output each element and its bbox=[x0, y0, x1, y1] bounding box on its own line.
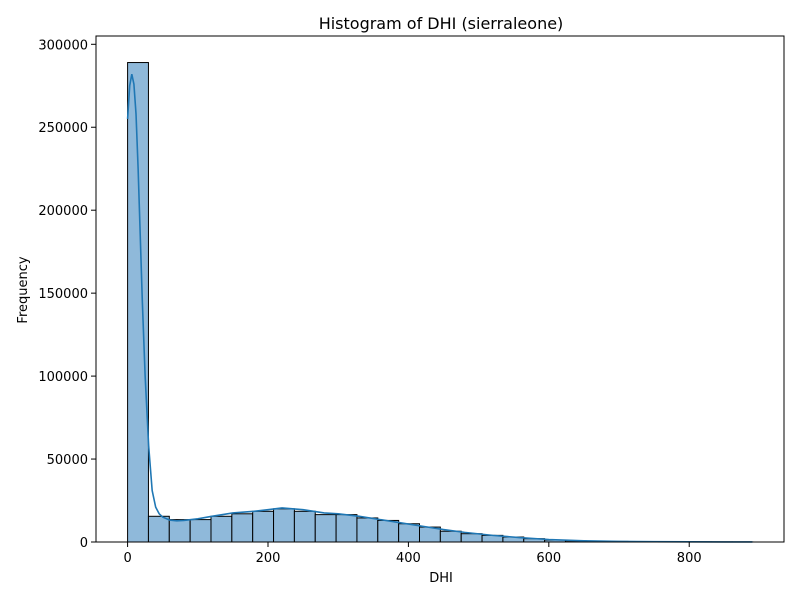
histogram-bar bbox=[439, 530, 462, 543]
y-tick-label: 150000 bbox=[38, 287, 88, 302]
x-tick-label: 600 bbox=[536, 551, 561, 566]
histogram-bar bbox=[335, 514, 358, 543]
x-tick-label: 200 bbox=[256, 551, 281, 566]
y-axis-ticks: 0 50000 100000 150000 200000 250000 300000 bbox=[38, 38, 96, 551]
histogram-bar bbox=[168, 519, 191, 543]
histogram-bar bbox=[377, 519, 400, 543]
histogram-bar bbox=[231, 513, 254, 543]
x-tick-label: 400 bbox=[396, 551, 421, 566]
histogram-bar bbox=[252, 510, 275, 543]
x-axis-label: DHI bbox=[429, 571, 453, 586]
x-tick-label: 0 bbox=[123, 551, 131, 566]
x-axis-ticks: 0 200 400 600 800 bbox=[123, 542, 702, 566]
y-tick-label: 100000 bbox=[38, 370, 88, 385]
histogram-bar bbox=[210, 515, 233, 543]
histogram-bar bbox=[293, 510, 316, 543]
bars-group bbox=[127, 62, 754, 543]
x-tick-label: 800 bbox=[677, 551, 702, 566]
y-tick-label: 50000 bbox=[47, 453, 88, 468]
y-tick-label: 200000 bbox=[38, 204, 88, 219]
histogram-bar bbox=[398, 523, 421, 543]
plot-frame bbox=[95, 35, 785, 543]
histogram-bar bbox=[460, 533, 483, 543]
histogram-bar bbox=[189, 519, 212, 543]
histogram-bar bbox=[314, 514, 337, 543]
kde-curve bbox=[126, 73, 753, 543]
histogram-bar bbox=[127, 62, 149, 543]
y-tick-label: 250000 bbox=[38, 121, 88, 136]
y-tick-label: 0 bbox=[80, 536, 88, 551]
chart-title: Histogram of DHI (sierraleone) bbox=[319, 14, 564, 33]
y-tick-label: 300000 bbox=[38, 38, 88, 53]
histogram-bar bbox=[273, 508, 295, 543]
y-axis-label: Frequency bbox=[16, 256, 31, 323]
histogram-bar bbox=[147, 515, 170, 543]
histogram-bar bbox=[356, 517, 379, 543]
